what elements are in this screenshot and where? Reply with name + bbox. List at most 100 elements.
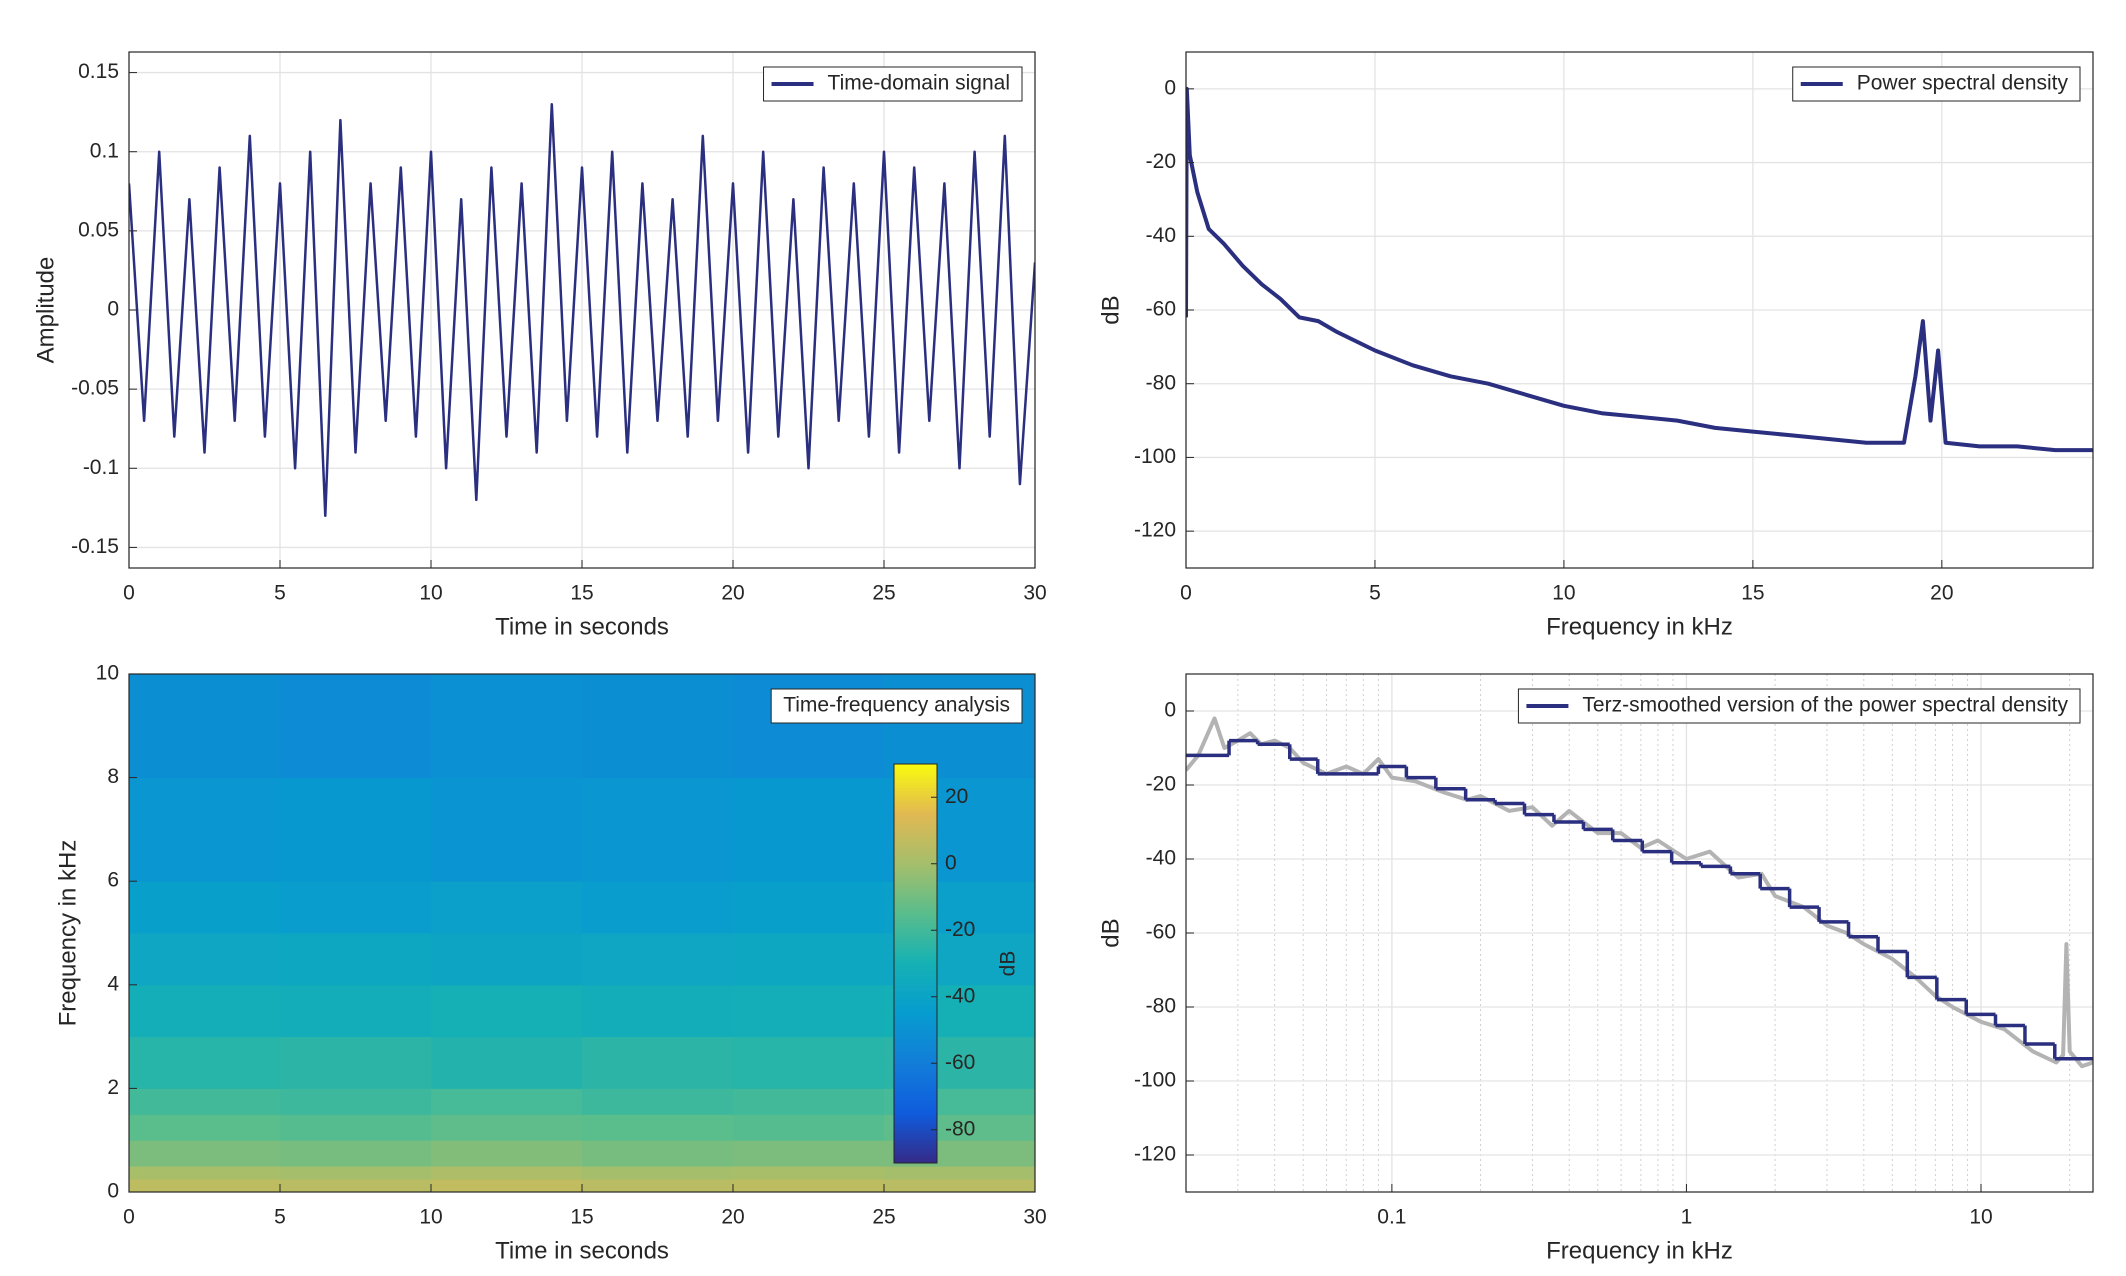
y-tick-label: -0.05	[71, 377, 119, 400]
heatmap-cell	[280, 1036, 432, 1089]
heatmap-cell	[129, 933, 281, 986]
x-tick-label: 30	[1023, 582, 1046, 605]
heatmap-cell	[733, 984, 885, 1038]
heatmap-cell	[280, 1166, 432, 1180]
heatmap-cell	[733, 1179, 885, 1192]
heatmap-cell	[129, 1036, 281, 1089]
y-tick-label: 0	[107, 1180, 119, 1203]
y-tick-label: -40	[1146, 224, 1176, 247]
heatmap-cell	[129, 1088, 281, 1115]
x-tick-label: 5	[274, 1206, 286, 1229]
colorbar-tick-label: 0	[945, 851, 957, 874]
colorbar-tick-label: -40	[945, 984, 975, 1007]
y-tick-label: 0	[1164, 76, 1176, 99]
heatmap-cell	[733, 933, 885, 986]
x-tick-label: 10	[419, 582, 442, 605]
heatmap-cell	[582, 777, 734, 882]
legend: Time-frequency analysis	[770, 688, 1023, 724]
legend-label: Terz-smoothed version of the power spect…	[1582, 694, 2068, 717]
heatmap-cell	[733, 1088, 885, 1115]
plot-area	[129, 102, 1035, 518]
legend: Power spectral density	[1792, 66, 2081, 102]
heatmap-cell	[280, 881, 432, 934]
heatmap-cell	[431, 1166, 583, 1180]
heatmap-cell	[733, 881, 885, 934]
y-tick-label: 0	[1164, 699, 1176, 722]
heatmap-cell	[884, 1166, 1035, 1180]
heatmap-cell	[280, 674, 432, 779]
heatmap-cell	[431, 881, 583, 934]
y-tick-label: 0.1	[90, 139, 119, 162]
heatmap	[129, 674, 1035, 1192]
heatmap-cell	[582, 1166, 734, 1180]
colorbar-label: dB	[997, 951, 1020, 977]
x-axis-label: Time in seconds	[495, 613, 669, 640]
heatmap-cell	[280, 984, 432, 1038]
x-tick-label: 25	[872, 1206, 895, 1229]
y-tick-label: -120	[1134, 519, 1176, 542]
y-tick-label: -0.15	[71, 535, 119, 558]
heatmap-cell	[129, 1166, 281, 1180]
y-tick-label: 0.05	[78, 218, 119, 241]
heatmap-cell	[431, 1140, 583, 1167]
colorbar	[893, 763, 938, 1164]
heatmap-cell	[280, 1114, 432, 1141]
heatmap-cell	[129, 881, 281, 934]
x-tick-label: 30	[1023, 1206, 1046, 1229]
heatmap-cell	[431, 1036, 583, 1089]
y-tick-label: 8	[107, 765, 119, 788]
y-tick-label: -20	[1146, 773, 1176, 796]
x-axis-label: Frequency in kHz	[1546, 613, 1733, 640]
colorbar-tick-label: -80	[945, 1117, 975, 1140]
legend-label: Time-domain signal	[828, 72, 1010, 95]
y-tick-label: -120	[1134, 1143, 1176, 1166]
heatmap-cell	[582, 1114, 734, 1141]
colorbar-tick-label: -20	[945, 918, 975, 941]
x-tick-label: 0.1	[1377, 1206, 1406, 1229]
legend: Terz-smoothed version of the power spect…	[1517, 688, 2081, 724]
heatmap-cell	[129, 1114, 281, 1141]
heatmap-cell	[733, 1036, 885, 1089]
plot-area	[1186, 86, 2093, 453]
x-tick-label: 10	[1552, 582, 1575, 605]
y-tick-label: 0	[107, 298, 119, 321]
heatmap-cell	[582, 984, 734, 1038]
y-tick-label: -0.1	[83, 456, 119, 479]
y-axis-label: dB	[1097, 918, 1124, 947]
legend-box	[1517, 688, 2081, 724]
heatmap-cell	[582, 674, 734, 779]
heatmap-cell	[280, 1088, 432, 1115]
colorbar-tick-label: -60	[945, 1051, 975, 1074]
heatmap-cell	[582, 1088, 734, 1115]
x-axis-label: Time in seconds	[495, 1237, 669, 1264]
x-tick-label: 20	[721, 582, 744, 605]
heatmap-cell	[431, 1088, 583, 1115]
x-tick-label: 10	[419, 1206, 442, 1229]
heatmap-cell	[582, 1179, 734, 1192]
y-tick-label: -60	[1146, 298, 1176, 321]
heatmap-cell	[129, 984, 281, 1038]
y-tick-label: 0.15	[78, 60, 119, 83]
y-tick-label: 2	[107, 1076, 119, 1099]
heatmap-cell	[280, 1140, 432, 1167]
heatmap-cell	[733, 777, 885, 882]
heatmap-cell	[431, 1179, 583, 1192]
heatmap-cell	[884, 1179, 1035, 1192]
x-tick-label: 15	[1741, 582, 1764, 605]
heatmap-cell	[582, 933, 734, 986]
heatmap-cell	[280, 933, 432, 986]
y-tick-label: -80	[1146, 995, 1176, 1018]
heatmap-cell	[582, 1036, 734, 1089]
heatmap-cell	[582, 881, 734, 934]
x-tick-label: 25	[872, 582, 895, 605]
x-tick-label: 20	[721, 1206, 744, 1229]
heatmap-cell	[582, 1140, 734, 1167]
y-tick-label: -100	[1134, 445, 1176, 468]
x-tick-label: 15	[570, 1206, 593, 1229]
colorbar-tick-label: 20	[945, 785, 968, 808]
heatmap-cell	[733, 1166, 885, 1180]
heatmap-cell	[431, 777, 583, 882]
heatmap-cell	[129, 674, 281, 779]
heatmap-cell	[129, 1140, 281, 1167]
